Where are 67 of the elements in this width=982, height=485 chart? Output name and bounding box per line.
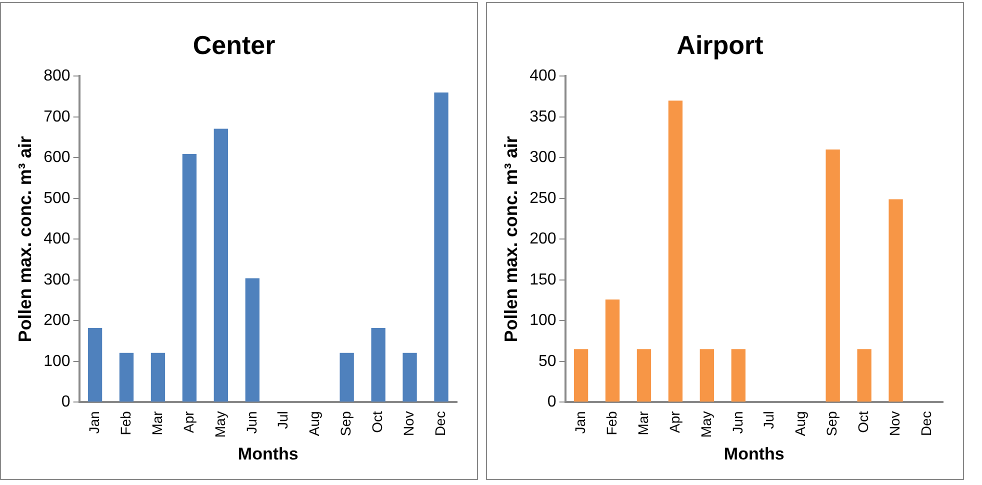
x-tick-label: Jul [760, 411, 777, 430]
x-tick-label: Feb [603, 410, 620, 436]
bar [731, 349, 746, 402]
y-tick-label: 250 [530, 190, 556, 207]
bar [150, 352, 166, 402]
y-tick-label: 0 [547, 394, 556, 411]
bar [700, 349, 714, 402]
y-axis-title: Pollen max. conc. m³ air [14, 136, 35, 342]
y-tick-label: 300 [530, 149, 556, 166]
bar [119, 352, 134, 402]
bar [340, 352, 354, 402]
x-tick-label: Jun [243, 411, 260, 434]
x-tick-label: Jun [729, 411, 746, 434]
bar [434, 92, 448, 402]
x-tick-label: Oct [855, 411, 872, 433]
y-tick-label: 100 [530, 312, 556, 330]
chart-title: Center [192, 30, 276, 60]
bar [574, 349, 588, 402]
bar [214, 128, 228, 402]
x-tick-label: Jul [274, 411, 291, 430]
x-tick-label: Mar [634, 410, 651, 436]
y-tick-label: 300 [44, 271, 70, 288]
x-tick-label: Feb [117, 410, 134, 436]
x-tick-label: Apr [180, 410, 196, 433]
bar [826, 150, 840, 402]
x-tick-label: Sep [824, 410, 840, 436]
bar [636, 349, 652, 402]
x-tick-label: May [698, 411, 714, 438]
x-tick-label: Dec [918, 411, 934, 436]
y-tick-label: 500 [44, 190, 70, 207]
bar [88, 328, 102, 402]
y-tick-label: 0 [61, 394, 70, 411]
y-tick-label: 700 [44, 108, 70, 126]
y-tick-label: 50 [538, 352, 556, 370]
x-tick-label: Aug [306, 411, 322, 436]
y-tick-label: 600 [44, 149, 70, 166]
y-tick-label: 100 [44, 352, 70, 370]
x-tick-label: Oct [369, 411, 386, 433]
y-tick-label: 200 [44, 312, 70, 330]
x-tick-label: Apr [666, 410, 682, 433]
x-tick-label: Nov [400, 411, 417, 436]
bar [402, 352, 417, 402]
y-tick-label: 150 [530, 271, 556, 288]
x-tick-label: Aug [792, 411, 808, 436]
bar [371, 328, 386, 402]
y-axis-title: Pollen max. conc. m³ air [500, 136, 521, 342]
y-tick-label: 350 [530, 108, 556, 126]
x-axis-title: Months [724, 444, 784, 464]
x-tick-label: Nov [886, 411, 903, 436]
y-tick-label: 400 [530, 68, 556, 85]
x-tick-label: Jan [86, 411, 102, 434]
bar [605, 299, 620, 402]
x-tick-label: Mar [148, 410, 165, 436]
bar [857, 349, 872, 402]
bar [668, 100, 683, 402]
bar [888, 199, 903, 402]
chart-title: Airport [676, 30, 764, 60]
bar [245, 278, 260, 402]
x-tick-label: Jan [572, 411, 588, 434]
y-tick-label: 400 [44, 230, 70, 248]
x-tick-label: Sep [338, 410, 354, 436]
y-tick-label: 200 [530, 230, 556, 248]
bar [182, 154, 197, 402]
x-axis-title: Months [238, 444, 298, 464]
x-tick-label: May [212, 411, 228, 438]
x-tick-label: Dec [432, 411, 448, 436]
y-tick-label: 800 [44, 68, 70, 85]
